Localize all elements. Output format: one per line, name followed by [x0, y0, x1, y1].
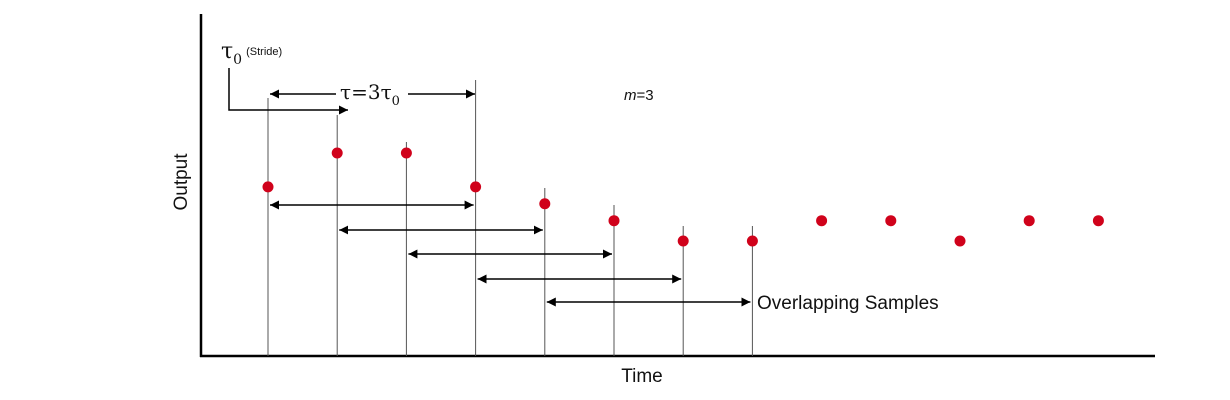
- tau-equation: τ=3τ0: [340, 80, 400, 109]
- sample-point: [746, 235, 758, 247]
- sample-stems: [267, 80, 753, 356]
- overlap-label: Overlapping Samples: [757, 293, 939, 314]
- stride-annotation: τ0 (Stride): [221, 39, 348, 115]
- overlap-intervals: [270, 200, 751, 307]
- sample-point: [400, 147, 412, 159]
- embedding-dimension-label: m=3: [624, 87, 654, 104]
- sample-points: [262, 147, 1104, 247]
- sample-point: [1092, 215, 1104, 227]
- sample-point: [262, 181, 274, 193]
- sample-point: [1023, 215, 1035, 227]
- sample-point: [539, 198, 551, 210]
- y-axis-label: Output: [171, 153, 192, 211]
- sample-point: [331, 147, 343, 159]
- sample-point: [885, 215, 897, 227]
- stride-label: τ0 (Stride): [221, 39, 282, 68]
- sample-point: [677, 235, 689, 247]
- tau-annotation: τ=3τ0: [270, 80, 475, 109]
- sample-point: [954, 235, 966, 247]
- stride-bracket: [228, 68, 268, 111]
- sample-point: [470, 181, 482, 193]
- x-axis-label: Time: [621, 366, 663, 387]
- sample-point: [608, 215, 620, 227]
- sample-point: [816, 215, 828, 227]
